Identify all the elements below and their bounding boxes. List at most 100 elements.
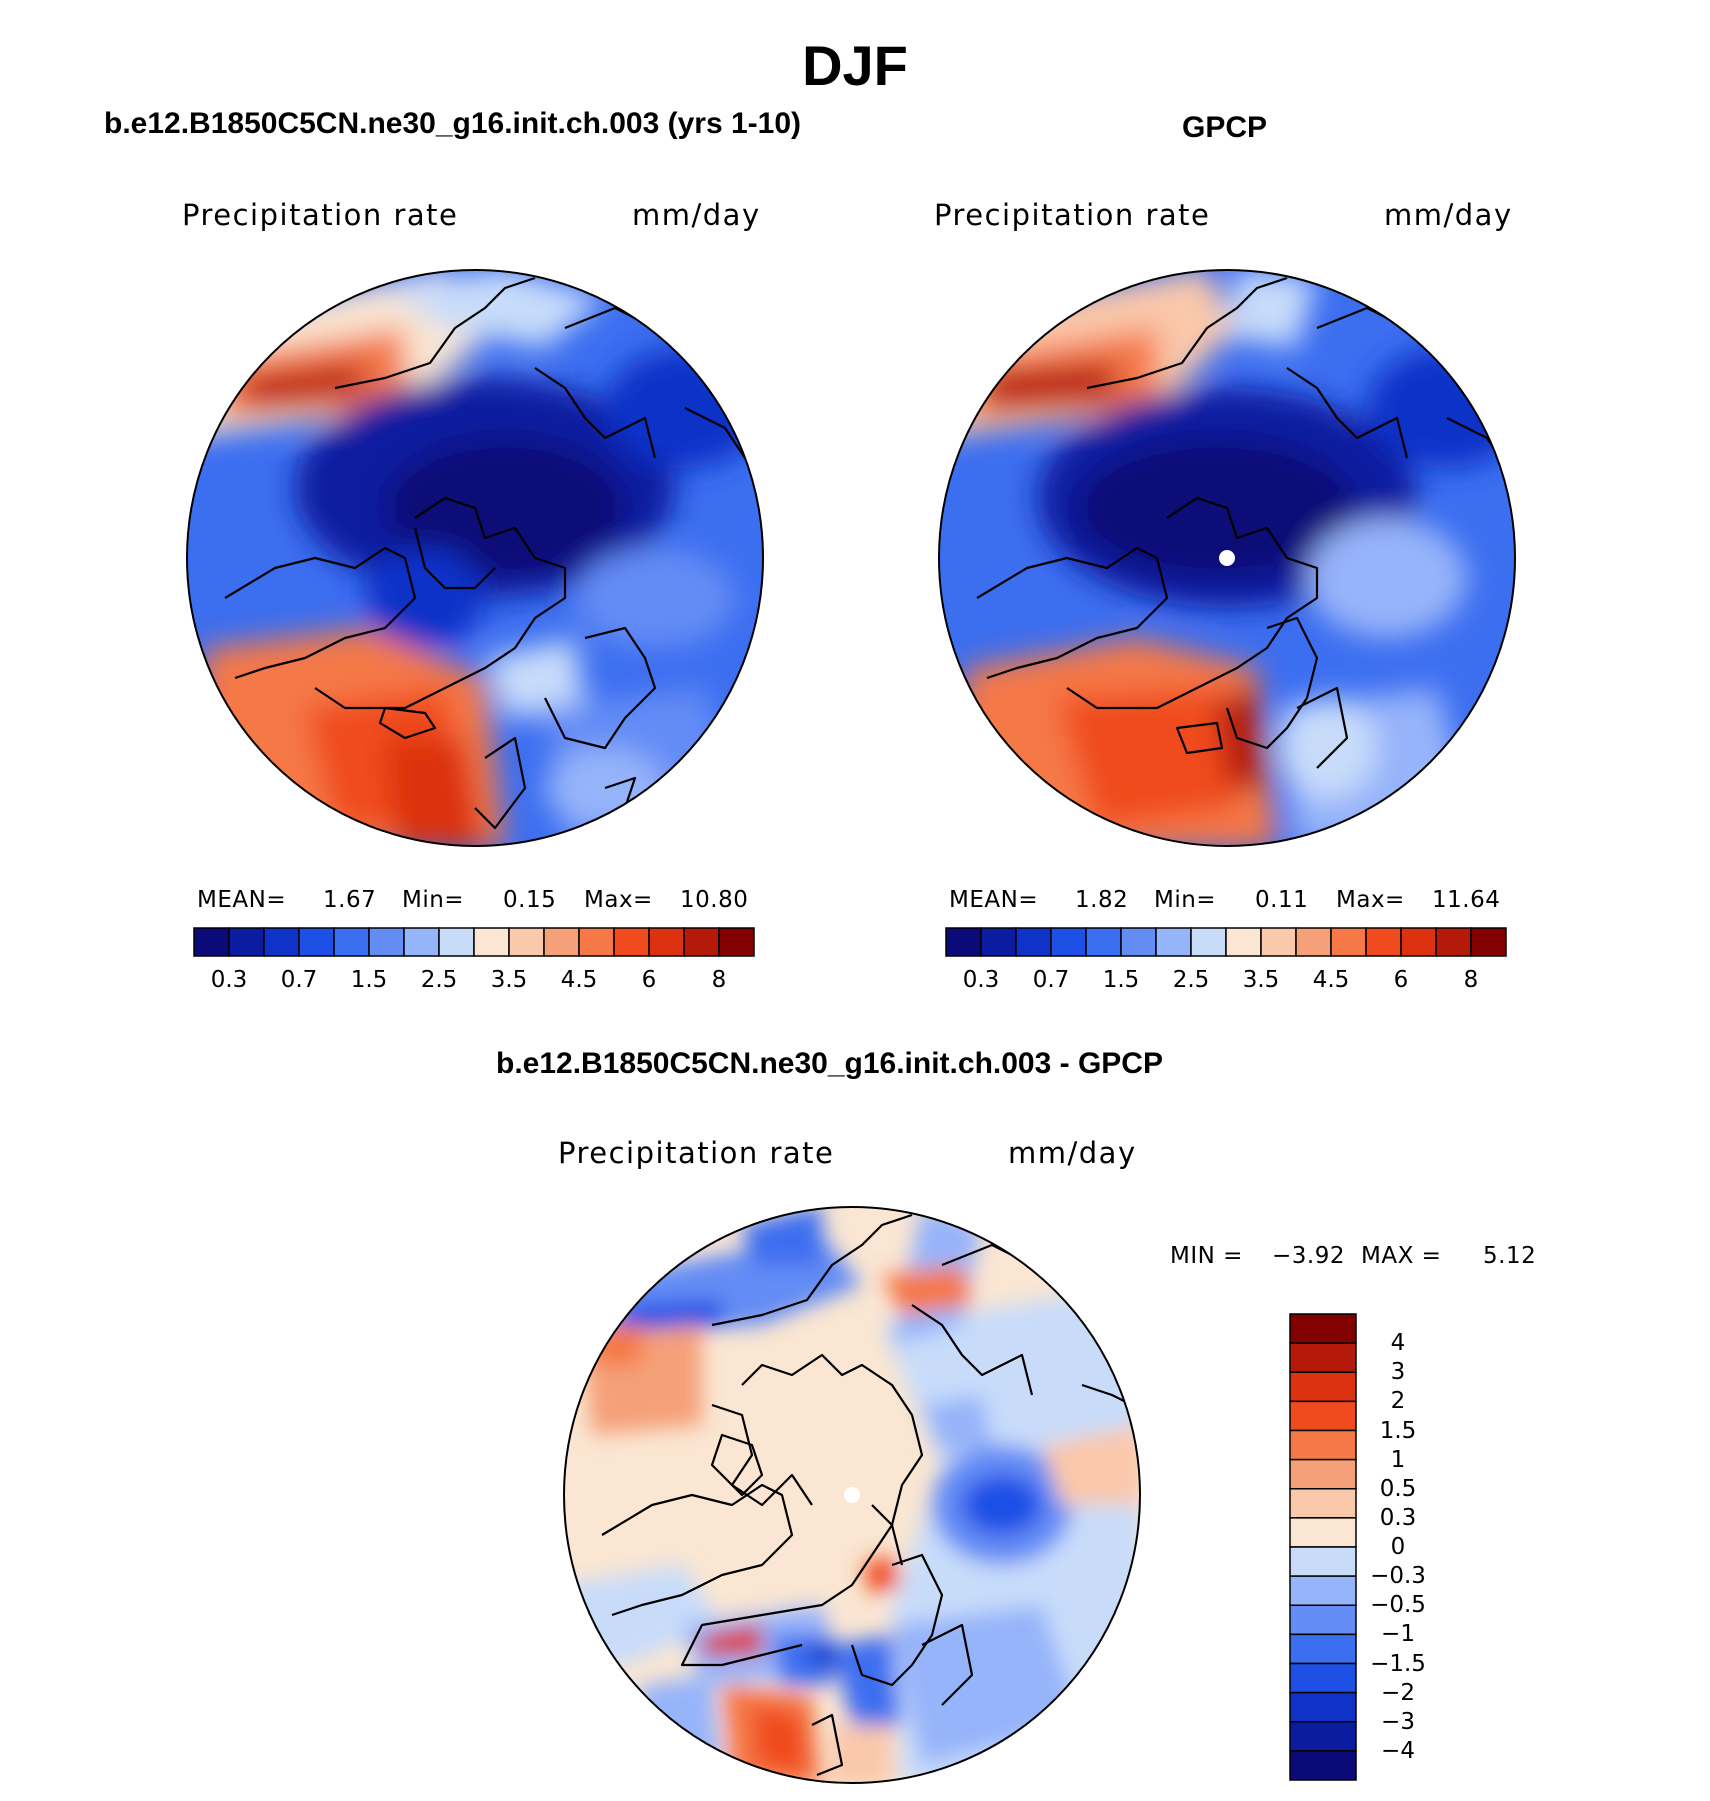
panel-1-colorbar-swatch (333, 927, 370, 957)
panel-2-colorbar-swatch (1085, 927, 1122, 957)
panel-2-variable: Precipitation rate (934, 198, 1211, 232)
panel-1-colorbar-tick-label: 3.5 (490, 967, 528, 993)
panel-2-colorbar-swatch (1435, 927, 1472, 957)
panel-2-colorbar-swatch (1225, 927, 1262, 957)
panel-2-colorbar-tick-label: 4.5 (1312, 967, 1350, 993)
panel-2-colorbar-swatch (1295, 927, 1332, 957)
panel-3-colorbar-label: 0 (1390, 1534, 1406, 1560)
panel-3-colorbar-label: −1.5 (1370, 1650, 1426, 1677)
panel-3-colorbar-swatch (1289, 1604, 1357, 1636)
panel-3-colorbar-swatch (1289, 1429, 1357, 1461)
panel-1-colorbar-swatch (648, 927, 685, 957)
panel-3-colorbar-label: −2 (1381, 1679, 1415, 1706)
panel-1-units: mm/day (632, 198, 761, 232)
panel-3-colorbar (1289, 1313, 1357, 1781)
panel-3-colorbar-swatch (1289, 1750, 1357, 1781)
panel-3-colorbar-label: 1 (1390, 1446, 1406, 1473)
panel-2-colorbar-swatch (1155, 927, 1192, 957)
panel-1-colorbar-tick-label: 2.5 (420, 967, 458, 993)
panel-3-colorbar-swatch (1289, 1313, 1357, 1344)
panel-2-units: mm/day (1384, 198, 1513, 232)
panel-1-min-value: 0.15 (503, 887, 557, 913)
panel-3-colorbar-swatch (1289, 1575, 1357, 1606)
panel-3-colorbar-swatch (1289, 1662, 1357, 1694)
panel-3-min-label: MIN = (1170, 1243, 1243, 1269)
panel-3-colorbar-label: −0.5 (1370, 1592, 1426, 1619)
panel-3-colorbar-swatch (1289, 1488, 1357, 1519)
panel-2-max-label: Max= (1336, 887, 1405, 913)
panel-3-colorbar-label: −4 (1381, 1737, 1415, 1764)
panel-3-colorbar-swatch (1289, 1633, 1357, 1665)
panel-2-min-label: Min= (1154, 887, 1217, 913)
panel-3-max-label: MAX = (1361, 1243, 1442, 1269)
figure-title: DJF (802, 34, 908, 97)
panel-1-colorbar-swatch (298, 927, 335, 957)
panel-1-colorbar-swatch (438, 927, 475, 957)
panel-3-colorbar-label: −1 (1381, 1621, 1415, 1648)
panel-2-colorbar-swatch (1260, 927, 1297, 957)
panel-1-mean-label: MEAN= (197, 887, 287, 913)
panel-2-colorbar-swatch (945, 927, 982, 957)
panel-3-colorbar-swatch (1289, 1546, 1357, 1577)
panel-1-colorbar-tick-label: 6 (641, 967, 657, 993)
panel-1-title: b.e12.B1850C5CN.ne30_g16.init.ch.003 (yr… (104, 107, 802, 140)
panel-3-colorbar-label: 4 (1390, 1330, 1406, 1357)
panel-1-colorbar-swatch (543, 927, 580, 957)
panel-3-colorbar-label: −0.3 (1370, 1563, 1426, 1590)
panel-3-colorbar-swatch (1289, 1458, 1357, 1490)
panel-1-colorbar-swatch (613, 927, 650, 957)
panel-1-colorbar-tick-label: 8 (711, 967, 727, 993)
panel-1-polar-map (186, 269, 764, 847)
panel-3-colorbar-swatch (1289, 1517, 1357, 1548)
panel-2-colorbar-tick-label: 2.5 (1172, 967, 1210, 993)
panel-3-colorbar-label: 0.3 (1379, 1504, 1417, 1531)
panel-3-variable: Precipitation rate (558, 1136, 835, 1170)
panel-1-max-label: Max= (584, 887, 653, 913)
panel-3-colorbar-label: 0.5 (1379, 1475, 1417, 1502)
panel-3-colorbar-label: −3 (1381, 1708, 1415, 1735)
panel-1-variable: Precipitation rate (182, 198, 459, 232)
panel-3-polar-map (563, 1206, 1141, 1784)
panel-1-colorbar-swatch (473, 927, 510, 957)
panel-1-min-label: Min= (402, 887, 465, 913)
panel-3-colorbar-label: 1.5 (1379, 1417, 1417, 1444)
panel-1-colorbar-swatch (263, 927, 300, 957)
panel-1-colorbar (193, 927, 755, 957)
panel-1-colorbar-swatch (578, 927, 615, 957)
panel-2-colorbar-tick-label: 1.5 (1102, 967, 1140, 993)
panel-2-max-value: 11.64 (1432, 887, 1501, 913)
panel-1-max-value: 10.80 (680, 887, 749, 913)
panel-2-colorbar-swatch (1365, 927, 1402, 957)
panel-1-colorbar-tick-label: 4.5 (560, 967, 598, 993)
panel-2-colorbar-tick-label: 0.7 (1032, 967, 1070, 993)
panel-1-mean-value: 1.67 (323, 887, 377, 913)
panel-1-colorbar-tick-label: 1.5 (350, 967, 388, 993)
panel-2-colorbar-swatch (1050, 927, 1087, 957)
panel-1-colorbar-swatch (718, 927, 755, 957)
panel-1-colorbar-swatch (683, 927, 720, 957)
panel-1-colorbar-tick-label: 0.3 (210, 967, 248, 993)
panel-2-title: GPCP (1182, 111, 1268, 144)
panel-2-mean-label: MEAN= (949, 887, 1039, 913)
panel-1-colorbar-swatch (368, 927, 405, 957)
panel-2-colorbar-swatch (1015, 927, 1052, 957)
panel-3-units: mm/day (1008, 1136, 1137, 1170)
panel-2-colorbar-swatch (1470, 927, 1507, 957)
panel-1-colorbar-swatch (508, 927, 545, 957)
panel-3-colorbar-swatch (1289, 1691, 1357, 1723)
panel-3-min-value: −3.92 (1272, 1243, 1345, 1269)
panel-2-colorbar-tick-label: 0.3 (962, 967, 1000, 993)
panel-3-colorbar-label: 2 (1390, 1388, 1406, 1415)
panel-2-colorbar-tick-label: 8 (1463, 967, 1479, 993)
panel-2-colorbar-tick-label: 6 (1393, 967, 1409, 993)
panel-2-colorbar (945, 927, 1507, 957)
panel-1-colorbar-swatch (228, 927, 265, 957)
panel-2-colorbar-swatch (1120, 927, 1157, 957)
panel-3-colorbar-swatch (1289, 1721, 1357, 1752)
panel-2-colorbar-swatch (1400, 927, 1437, 957)
panel-1-colorbar-swatch (403, 927, 440, 957)
panel-3-colorbar-swatch (1289, 1342, 1357, 1373)
panel-3-colorbar-swatch (1289, 1400, 1357, 1432)
panel-2-min-value: 0.11 (1255, 887, 1309, 913)
panel-2-mean-value: 1.82 (1075, 887, 1129, 913)
